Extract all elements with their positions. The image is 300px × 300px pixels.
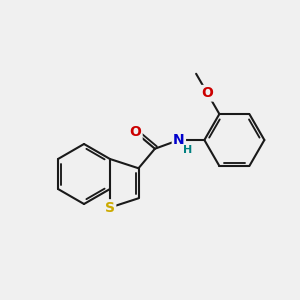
Text: S: S — [105, 200, 115, 214]
Text: H: H — [183, 146, 192, 155]
Text: N: N — [173, 133, 185, 147]
Text: O: O — [129, 125, 141, 139]
Text: O: O — [201, 86, 213, 100]
